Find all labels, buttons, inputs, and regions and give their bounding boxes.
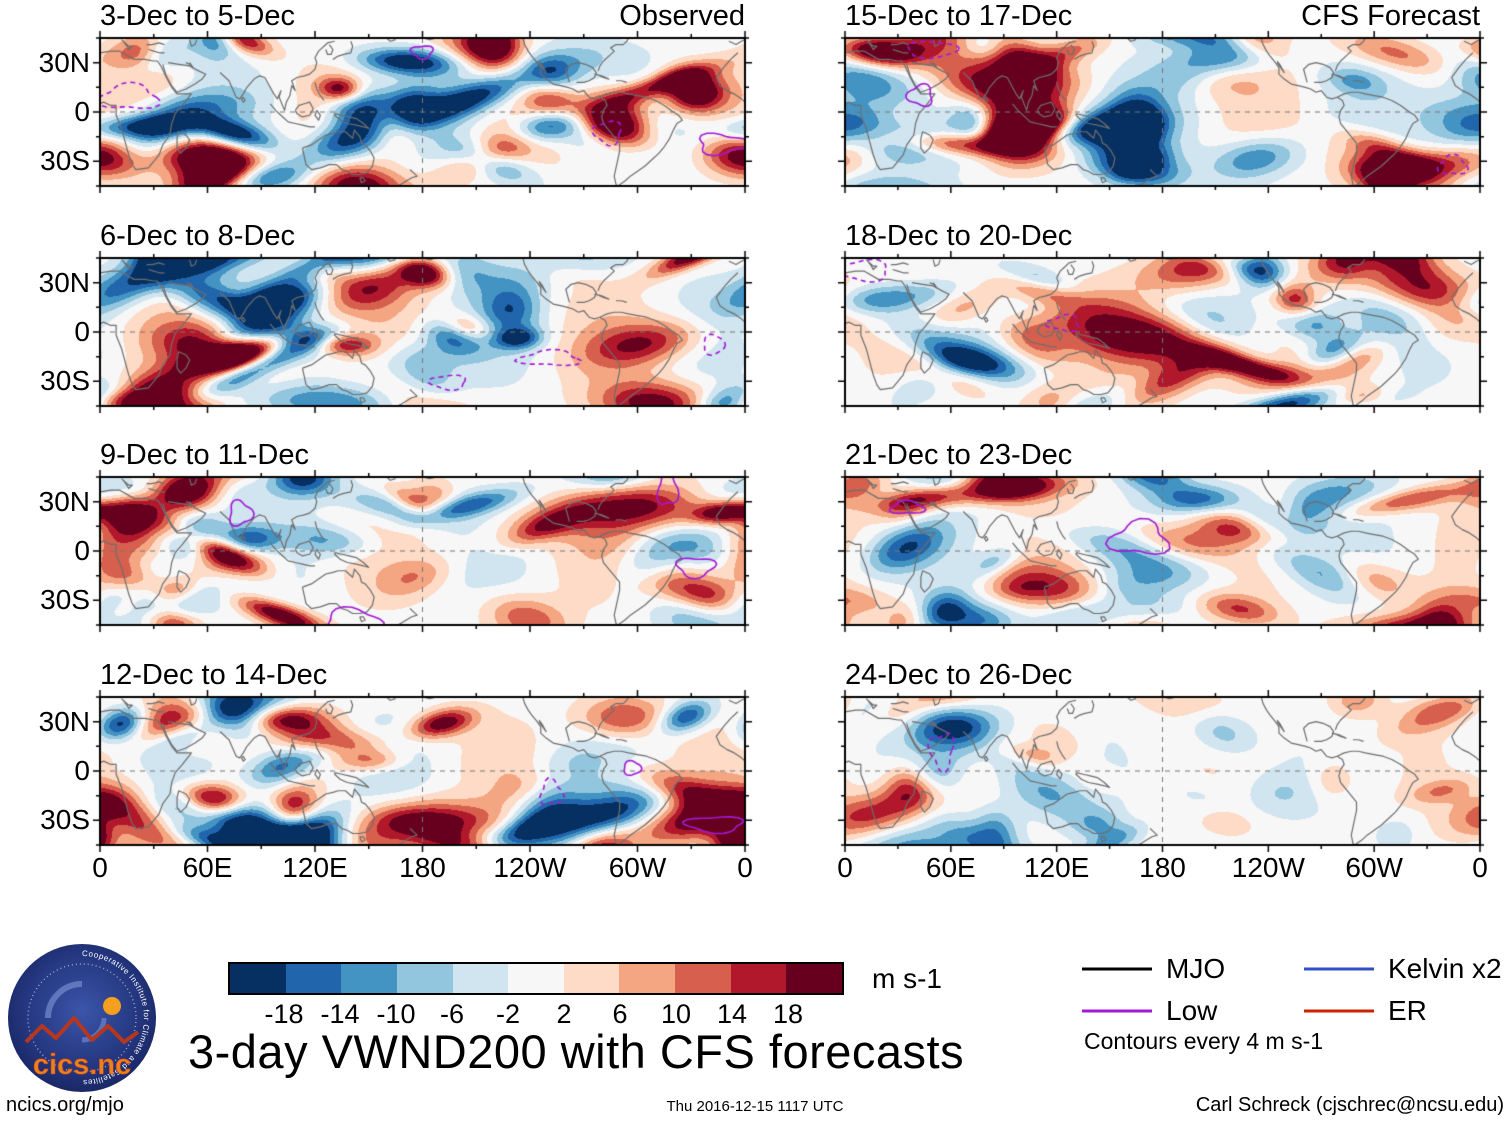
y-axis-label: 30S: [40, 804, 90, 836]
map-canvas: [86, 683, 759, 859]
colorbar-tick-label: 2: [556, 999, 572, 1029]
map-panel: 12-Dec to 14-Dec 30N 0 30S: [39, 659, 759, 859]
colorbar-tick-label: -14: [320, 999, 360, 1029]
map-canvas: [86, 24, 759, 200]
colorbar-tick-label: -18: [264, 999, 304, 1029]
x-axis-label: 0: [837, 852, 853, 883]
x-axis-label: 60E: [925, 852, 976, 883]
map-panel: 15-Dec to 17-Dec CFS Forecast: [831, 0, 1494, 200]
colorbar-tick-label: -2: [495, 999, 521, 1029]
legend-label: ER: [1388, 995, 1427, 1026]
x-axis-label: 120E: [1023, 852, 1090, 883]
legend-label: MJO: [1166, 953, 1226, 984]
map-canvas: [831, 244, 1494, 420]
figure-title: 3-day VWND200 with CFS forecasts: [188, 1025, 965, 1078]
x-axis-labels-right: 0 60E 120E 180 120W 60W 0: [837, 852, 1488, 888]
legend-line-icon: [1082, 967, 1152, 971]
legend-label: Kelvin x2: [1388, 953, 1502, 984]
map-panel: 24-Dec to 26-Dec: [831, 659, 1494, 859]
map-canvas: [86, 463, 759, 639]
colorbar-segment: [341, 964, 397, 993]
map-canvas: [831, 683, 1494, 859]
legend-note: Contours every 4 m s-1: [1084, 1028, 1324, 1054]
x-axis-label: 180: [399, 852, 446, 883]
y-axis-label: 0: [74, 96, 90, 127]
colorbar-segment: [730, 964, 787, 993]
map-panel: 21-Dec to 23-Dec: [831, 439, 1494, 639]
mountain-graphic: [24, 1016, 140, 1044]
map-panel: 3-Dec to 5-Dec Observed 30N 0 30S: [39, 0, 759, 200]
colorbar-segment: [563, 964, 620, 993]
swirl-icon: [45, 981, 83, 1019]
footer-credit: Carl Schreck (cjschrec@ncsu.edu): [1195, 1094, 1504, 1116]
colorbar-segment: [619, 964, 676, 993]
colorbar-segment: [675, 964, 731, 993]
x-axis-label: 180: [1139, 852, 1186, 883]
map-panel: 9-Dec to 11-Dec 30N 0 30S: [39, 439, 759, 639]
x-axis-label: 60E: [182, 852, 233, 883]
colorbar-segment: [230, 964, 286, 993]
y-axis-label: 30N: [38, 266, 90, 298]
legend-entry: Low: [1082, 994, 1217, 1028]
legend-line-icon: [1304, 967, 1374, 971]
colorbar-segment: [508, 964, 564, 993]
colorbar-tick-label: 18: [772, 999, 804, 1029]
x-axis-label: 60W: [608, 852, 667, 883]
x-axis-label: 120W: [1231, 852, 1305, 883]
x-axis-label: 120W: [493, 852, 567, 883]
colorbar-segment: [396, 964, 453, 993]
map-canvas: [86, 244, 759, 420]
colorbar-unit: m s-1: [872, 963, 942, 994]
colorbar-tick-label: -10: [376, 999, 416, 1029]
footer-url: ncics.org/mjo: [6, 1094, 124, 1116]
y-axis-label: 30S: [40, 365, 90, 397]
colorbar-tick-label: 6: [612, 999, 628, 1029]
map-panel: 18-Dec to 20-Dec: [831, 220, 1494, 420]
x-axis-labels-left: 0 60E 120E 180 120W 60W 0: [92, 852, 753, 888]
sun-icon: [103, 997, 121, 1015]
map-panel: 6-Dec to 8-Dec 30N 0 30S: [39, 220, 759, 420]
colorbar-segment: [786, 964, 843, 993]
logo-disc: [8, 944, 156, 1092]
y-axis-label: 30N: [38, 705, 90, 737]
contour-legend: MJO Kelvin x2 Low ER: [1082, 952, 1510, 1032]
y-axis-label: 0: [74, 755, 90, 786]
map-canvas: [831, 24, 1494, 200]
y-axis-label: 0: [74, 316, 90, 347]
legend-label: Low: [1166, 995, 1218, 1026]
y-axis-label: 0: [74, 535, 90, 566]
legend-entry: Kelvin x2: [1304, 952, 1502, 986]
x-axis-label: 0: [92, 852, 108, 883]
logo-wordmark: cics.nc: [33, 1049, 131, 1081]
legend-line-icon: [1082, 1009, 1152, 1013]
logo-dotted-ring: [27, 963, 137, 1073]
colorbar-tick-labels: -18 -14 -10 -6 -2 2 6 10 14 18: [228, 999, 844, 1031]
colorbar-segment: [285, 964, 342, 993]
y-axis-label: 30N: [38, 485, 90, 517]
x-axis-label: 0: [737, 852, 753, 883]
colorbar: [228, 962, 844, 995]
x-axis-label: 60W: [1345, 852, 1403, 883]
legend-line-icon: [1304, 1009, 1374, 1013]
legend-entry: MJO: [1082, 952, 1225, 986]
map-canvas: [831, 463, 1494, 639]
colorbar-tick-label: -6: [439, 999, 465, 1029]
x-axis-label: 120E: [282, 852, 348, 883]
cics-logo: Cooperative Institute for Climate and Sa…: [8, 944, 156, 1092]
footer-timestamp: Thu 2016-12-15 1117 UTC: [666, 1098, 844, 1115]
y-axis-label: 30N: [38, 46, 90, 78]
legend-entry: ER: [1304, 994, 1427, 1028]
colorbar-tick-label: 10: [660, 999, 692, 1029]
colorbar-segment: [452, 964, 509, 993]
y-axis-label: 30S: [40, 145, 90, 177]
x-axis-label: 0: [1472, 852, 1488, 883]
y-axis-label: 30S: [40, 584, 90, 616]
colorbar-tick-label: 14: [716, 999, 748, 1029]
